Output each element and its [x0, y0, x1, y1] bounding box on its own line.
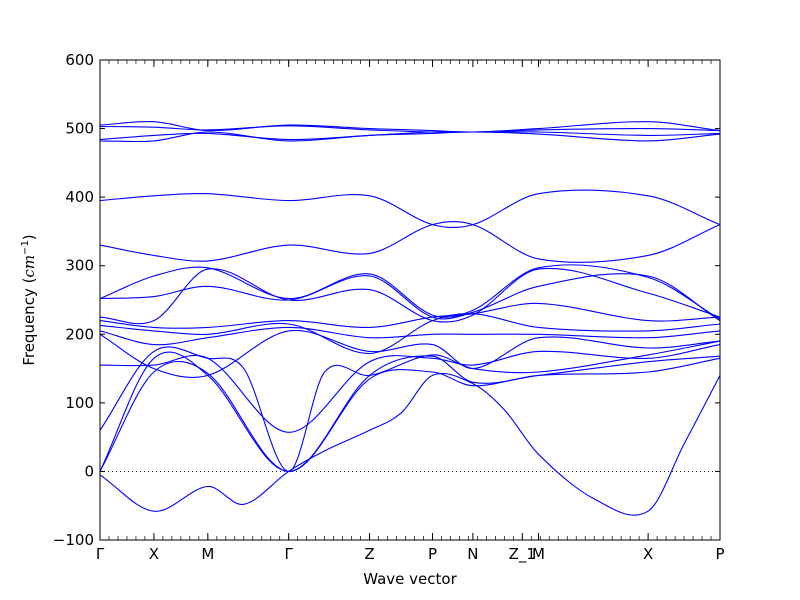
xtick-label: X [149, 545, 159, 563]
x-axis-label: Wave vector [363, 570, 457, 588]
y-axis-label: Frequency (cm−1) [20, 234, 38, 365]
ytick-label: 500 [65, 120, 94, 138]
xtick-label: Γ [96, 545, 105, 563]
band-line-6 [99, 329, 721, 378]
xtick-label: M [201, 545, 214, 563]
band-series-group [99, 120, 721, 516]
band-line-10 [99, 267, 721, 325]
band-line-3 [99, 351, 721, 472]
band-line-17 [99, 125, 721, 133]
y-axis-label-unit: cm [20, 255, 38, 278]
y-axis-label-exp: −1 [20, 240, 31, 255]
xtick-label: N [467, 545, 478, 563]
ytick-label: 100 [65, 394, 94, 412]
band-line-8 [99, 312, 721, 355]
ytick-label: 0 [84, 462, 94, 480]
band-line-14 [99, 189, 721, 228]
band-line-9 [99, 302, 721, 329]
plot-frame [99, 59, 721, 541]
x-tick-labels: Γ X M Γ Z P N Z_1M X P [96, 545, 725, 564]
band-line-1 [99, 372, 721, 516]
y-axis-label-main: Frequency ( [20, 278, 38, 366]
band-line-11 [99, 273, 721, 322]
xtick-label: M [532, 545, 545, 563]
ytick-label: 400 [65, 188, 94, 206]
xtick-label: Z [364, 545, 374, 563]
band-line-2 [99, 357, 721, 472]
xtick-label: P [715, 545, 724, 563]
band-line-13 [99, 220, 721, 263]
y-tick-labels: −100 0 100 200 300 400 500 600 [53, 51, 94, 549]
band-line-18 [99, 120, 721, 133]
band-line-12 [99, 264, 721, 320]
xtick-label: P [428, 545, 437, 563]
y-axis-label-close: ) [20, 234, 38, 240]
tick-marks [99, 59, 721, 541]
band-line-4 [99, 340, 721, 472]
band-line-16 [99, 131, 721, 141]
xtick-label: Z_1 [509, 545, 536, 564]
ytick-label: 600 [65, 51, 94, 69]
ytick-label: −100 [53, 531, 94, 549]
xtick-label: Γ [285, 545, 294, 563]
ytick-label: 200 [65, 325, 94, 343]
xtick-label: X [643, 545, 653, 563]
band-line-5 [99, 344, 721, 433]
ytick-label: 300 [65, 257, 94, 275]
band-line-7 [99, 326, 721, 346]
